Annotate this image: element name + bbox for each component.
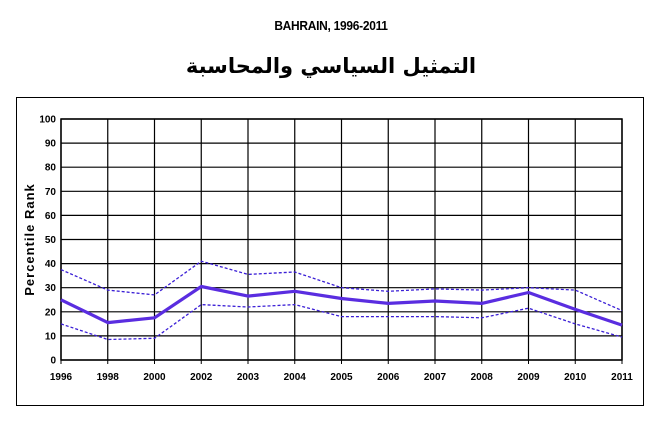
y-tick-label: 70 xyxy=(45,187,57,198)
x-tick-label: 1996 xyxy=(50,372,73,383)
chart-frame xyxy=(16,97,644,406)
x-tick-label: 2004 xyxy=(284,372,307,383)
y-tick-label: 40 xyxy=(45,259,57,270)
series-line-lower-bound xyxy=(60,303,623,341)
x-tick-label: 2008 xyxy=(471,372,494,383)
x-tick-label: 1998 xyxy=(97,372,120,383)
y-tick-label: 0 xyxy=(50,356,56,367)
y-tick-label: 80 xyxy=(45,163,57,174)
series-line-estimate xyxy=(60,284,623,327)
x-tick-label: 2000 xyxy=(143,372,166,383)
x-tick-label: 2007 xyxy=(424,372,447,383)
y-tick-label: 50 xyxy=(45,235,57,246)
y-axis-label: Percentile Rank xyxy=(22,183,37,296)
x-tick-label: 2005 xyxy=(330,372,353,383)
plot-area xyxy=(60,118,623,361)
x-tick-label: 2006 xyxy=(377,372,400,383)
x-tick-label: 2003 xyxy=(237,372,260,383)
y-tick-label: 30 xyxy=(45,283,57,294)
x-tick-label: 2011 xyxy=(611,372,633,383)
y-tick-label: 100 xyxy=(39,115,56,126)
chart-title: BAHRAIN, 1996-2011 xyxy=(274,18,388,33)
y-tick-label: 90 xyxy=(45,139,57,150)
x-tick-label: 2002 xyxy=(190,372,213,383)
y-tick-label: 60 xyxy=(45,211,57,222)
x-tick-label: 2010 xyxy=(564,372,587,383)
y-tick-label: 20 xyxy=(45,307,57,318)
y-tick-label: 10 xyxy=(45,331,57,342)
chart-subtitle: التمثيل السياسي والمحاسبة xyxy=(185,54,477,78)
x-tick-label: 2009 xyxy=(517,372,540,383)
series-line-upper-bound xyxy=(60,260,623,312)
